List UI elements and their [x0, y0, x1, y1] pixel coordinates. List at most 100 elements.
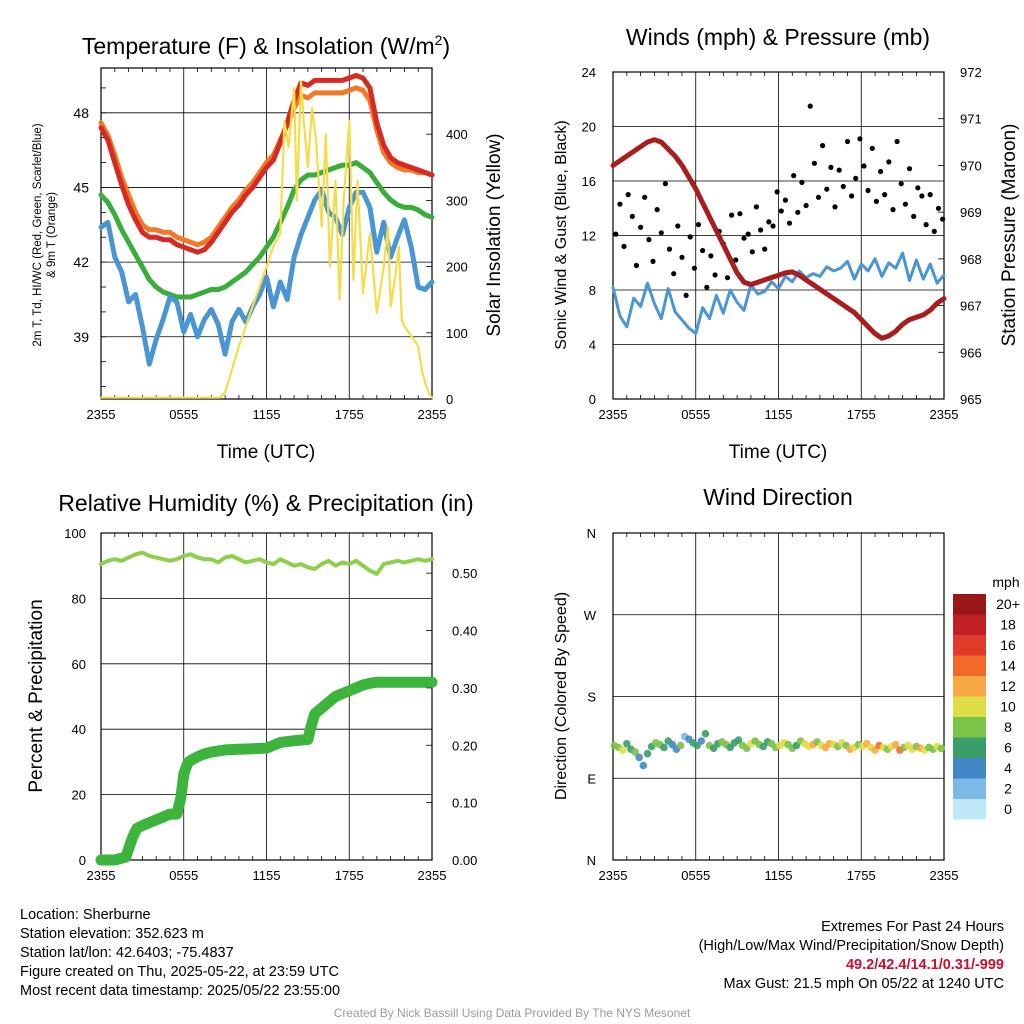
winds-xtick-label: 0555: [681, 407, 710, 422]
gust-point: [613, 231, 619, 237]
series-2m-t: [98, 73, 435, 255]
colorbar-title: mph: [992, 574, 1019, 590]
gust-point: [878, 168, 884, 175]
winds-ytick-label: 4: [589, 338, 596, 353]
gust-point: [633, 262, 640, 269]
humidity-title: Relative Humidity (%) & Precipitation (i…: [58, 490, 473, 516]
gust-point: [662, 181, 669, 187]
gust-point: [898, 181, 904, 187]
gust-point: [882, 192, 888, 198]
winds-xtick-label: 2355: [930, 407, 959, 422]
pressure-ytick-label: 967: [960, 299, 982, 314]
precip-ytick-label: 0.00: [452, 853, 477, 868]
gust-point: [807, 103, 813, 109]
pressure-ytick-label: 970: [960, 158, 982, 173]
dir-ytick-label: E: [587, 771, 596, 786]
winds-title: Winds (mph) & Pressure (mb): [626, 24, 930, 50]
series-precipitation: [95, 676, 438, 866]
gust-point: [671, 271, 677, 277]
rh-xtick-label: 0555: [169, 868, 198, 883]
winds-ytick-label: 12: [582, 229, 596, 244]
gust-point: [687, 234, 693, 240]
gust-point: [745, 231, 751, 237]
extremes-info: Extremes For Past 24 Hours (High/Low/Max…: [699, 918, 1004, 994]
colorbar-swatch: [953, 655, 986, 676]
station-latlon: Station lat/lon: 42.6403; -75.4837: [20, 945, 234, 961]
gust-point: [857, 136, 863, 142]
winds-ytick-label: 24: [582, 65, 596, 80]
colorbar-swatch: [953, 696, 986, 717]
gust-point: [844, 138, 851, 145]
colorbar-label: 14: [1000, 658, 1016, 674]
temperature-panel: Temperature (F) & Insolation (W/m2) Time…: [32, 32, 505, 463]
temperature-xlabel: Time (UTC): [217, 442, 316, 463]
gust-point: [770, 223, 776, 229]
humidity-panel: Relative Humidity (%) & Precipitation (i…: [26, 490, 477, 883]
precip-ytick-label: 0.20: [452, 738, 477, 753]
series-td: [98, 160, 435, 300]
rh-ytick-label: 80: [72, 591, 86, 606]
gust-point: [861, 163, 867, 169]
direction-point: [697, 737, 706, 745]
gust-point: [931, 228, 937, 234]
rh-ytick-label: 0: [79, 853, 86, 868]
gust-point: [654, 207, 660, 213]
pressure-ytick-label: 969: [960, 205, 982, 220]
insolation-ytick-label: 100: [446, 326, 468, 341]
precip-ytick-label: 0.40: [452, 624, 477, 639]
direction-point: [635, 753, 643, 762]
gust-point: [737, 211, 743, 217]
rh-ytick-label: 60: [72, 657, 86, 672]
gust-point: [811, 160, 818, 166]
direction-point: [631, 748, 639, 756]
wind-ylabel: Sonic Wind & Gust (Blue, Black): [553, 120, 570, 349]
gust-point: [642, 194, 648, 200]
direction-point: [623, 739, 631, 748]
dir-ytick-label: N: [587, 526, 596, 541]
colorbar-label: 20+: [996, 596, 1020, 612]
dir-xtick-label: 2355: [930, 868, 959, 883]
colorbar-label: 8: [1004, 719, 1012, 735]
gust-point: [695, 222, 702, 228]
temp-xtick-label: 0555: [169, 407, 198, 422]
gust-point: [638, 224, 644, 230]
temperature-title: Temperature (F) & Insolation (W/m2): [82, 32, 450, 59]
colorbar-swatch: [953, 717, 986, 738]
winds-xtick-label: 2355: [599, 407, 628, 422]
pressure-ytick-label: 968: [960, 252, 982, 267]
temp-xtick-label: 1155: [253, 407, 281, 422]
direction-point: [937, 744, 945, 753]
rh-xtick-label: 1755: [335, 868, 364, 883]
series-hi-wc: [98, 187, 435, 367]
insolation-ytick-label: 0: [446, 392, 453, 407]
gust-point: [691, 265, 698, 271]
station-location: Location: Sherburne: [20, 907, 151, 923]
winds-xtick-label: 1755: [847, 407, 876, 422]
colorbar-label: 6: [1004, 740, 1012, 756]
direction-title: Wind Direction: [703, 484, 853, 510]
gust-point: [733, 257, 739, 263]
direction-point: [660, 743, 668, 752]
gust-point: [679, 254, 685, 260]
gust-point: [853, 175, 859, 181]
gust-point: [621, 243, 627, 249]
colorbar-swatch: [953, 758, 986, 779]
rh-ytick-label: 20: [72, 788, 86, 803]
direction-point: [643, 749, 652, 758]
gust-point: [935, 205, 942, 211]
insolation-ylabel: Solar Insolation (Yellow): [484, 133, 505, 336]
colorbar-swatch: [953, 799, 986, 820]
figure-created: Figure created on Thu, 2025-05-22, at 23…: [20, 964, 339, 980]
winds-ytick-label: 16: [582, 174, 596, 189]
direction-point: [676, 741, 685, 750]
temperature-ylabel-line1: 2m T, Td, HI/WC (Red, Green, Scarlet/Blu…: [32, 123, 44, 346]
gust-point: [894, 138, 900, 145]
gust-point: [915, 185, 921, 191]
gust-point: [849, 193, 855, 199]
gust-point: [758, 227, 764, 233]
gust-point: [906, 166, 913, 172]
temp-ytick-label: 42: [73, 254, 89, 270]
gust-point: [824, 186, 830, 192]
humidity-ylabel: Percent & Precipitation: [26, 599, 47, 792]
